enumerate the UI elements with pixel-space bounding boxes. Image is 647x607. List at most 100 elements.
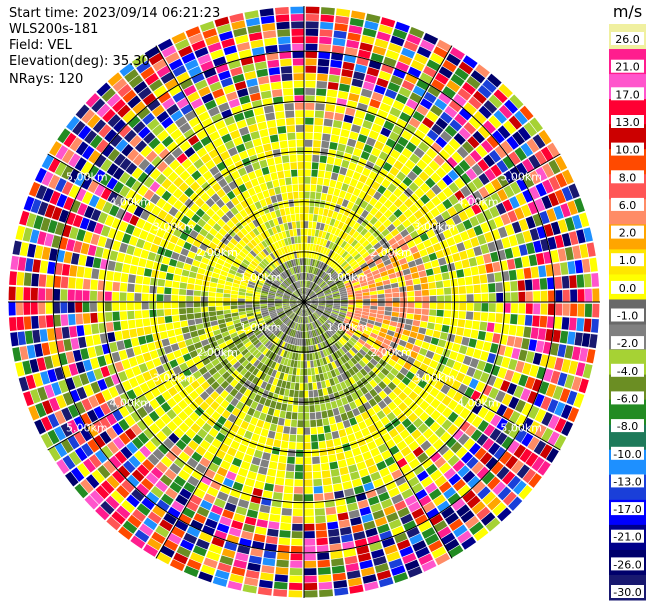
range-gate-cell [348, 304, 356, 308]
range-gate-cell [446, 156, 458, 169]
range-gate-cell [359, 335, 368, 342]
range-gate-cell [470, 329, 479, 339]
range-gate-cell [120, 320, 129, 330]
range-gate-cell [200, 192, 210, 202]
range-gate-cell [190, 330, 199, 338]
range-gate-cell [171, 526, 185, 539]
range-gate-cell [267, 300, 275, 302]
range-gate-cell [359, 506, 372, 516]
range-gate-cell [231, 286, 239, 292]
azimuth-spoke [303, 301, 561, 451]
range-gate-cell [362, 292, 370, 296]
range-gate-cell [533, 440, 547, 455]
range-gate-cell [230, 238, 239, 246]
range-gate-cell [304, 390, 309, 398]
range-gate-cell [271, 271, 278, 278]
range-gate-cell [422, 135, 435, 147]
range-gate-cell [307, 289, 311, 296]
range-gate-cell [254, 351, 262, 359]
range-gate-cell [200, 411, 211, 422]
range-gate-cell [335, 278, 342, 284]
range-gate-cell [173, 199, 184, 210]
range-gate-cell [246, 354, 255, 362]
range-gate-cell [257, 175, 266, 185]
range-gate-cell [507, 440, 520, 454]
range-gate-cell [364, 417, 374, 427]
range-gate-cell [283, 306, 291, 310]
range-gate-cell [456, 327, 465, 336]
range-gate-cell [185, 500, 199, 512]
range-gate-cell [463, 267, 472, 277]
range-gate-cell [327, 81, 339, 91]
range-gate-cell [473, 369, 483, 381]
range-gate-cell [296, 323, 300, 331]
range-gate-cell [227, 342, 236, 350]
range-gate-cell [180, 103, 193, 116]
range-gate-cell [370, 471, 381, 482]
range-gate-cell [478, 172, 490, 186]
range-gate-cell [548, 192, 560, 207]
range-gate-cell [277, 462, 286, 471]
ring-label: 4.00km [457, 196, 499, 209]
range-gate-cell [346, 267, 354, 274]
range-gate-cell [385, 293, 393, 298]
range-gate-cell [250, 239, 258, 247]
range-gate-cell [350, 337, 358, 344]
range-gate-cell [271, 353, 277, 361]
range-gate-cell [105, 426, 118, 440]
range-gate-cell [319, 155, 328, 164]
range-gate-cell [509, 196, 520, 209]
range-gate-cell [274, 574, 288, 583]
range-gate-cell [235, 373, 243, 382]
range-gate-cell [69, 265, 78, 277]
range-gate-cell [131, 167, 143, 180]
range-gate-cell [126, 389, 137, 401]
range-gate-cell [227, 273, 235, 279]
range-gate-cell [238, 239, 247, 248]
range-gate-cell [335, 15, 350, 25]
range-gate-cell [290, 359, 295, 368]
range-gate-cell [238, 443, 248, 454]
range-gate-cell [161, 190, 172, 202]
range-gate-cell [308, 251, 313, 259]
range-gate-cell [122, 109, 136, 123]
range-gate-cell [304, 553, 316, 561]
range-gate-cell [199, 401, 210, 411]
range-gate-cell [394, 265, 402, 273]
range-gate-cell [343, 403, 352, 412]
range-gate-cell [304, 206, 309, 214]
range-gate-cell [341, 346, 348, 354]
range-gate-cell [216, 283, 225, 289]
range-gate-cell [520, 388, 531, 402]
range-gate-cell [290, 382, 295, 390]
range-gate-cell [138, 86, 152, 100]
range-gate-cell [279, 314, 286, 319]
range-gate-cell [471, 501, 486, 515]
range-gate-cell [482, 438, 495, 451]
range-gate-cell [56, 193, 68, 208]
range-gate-cell [399, 312, 407, 319]
range-gate-cell [389, 277, 398, 284]
range-gate-cell [339, 290, 347, 295]
range-gate-cell [82, 145, 95, 160]
range-gate-cell [364, 581, 379, 591]
range-gate-cell [437, 302, 444, 310]
range-gate-cell [38, 315, 47, 329]
range-gate-cell [518, 349, 528, 362]
range-gate-cell [370, 52, 384, 63]
range-gate-cell [261, 136, 271, 145]
range-gate-cell [300, 265, 303, 273]
range-gate-cell [318, 296, 326, 299]
range-gate-cell [267, 359, 274, 368]
range-gate-cell [349, 194, 358, 204]
range-gate-cell [371, 147, 381, 157]
range-gate-cell [309, 338, 313, 346]
range-gate-cell [382, 162, 393, 172]
range-gate-cell [167, 532, 182, 545]
range-gate-cell [376, 109, 389, 120]
range-gate-cell [352, 263, 360, 270]
range-gate-cell [316, 80, 328, 89]
range-gate-cell [361, 345, 370, 353]
range-gate-cell [318, 44, 332, 52]
range-gate-cell [339, 206, 346, 215]
